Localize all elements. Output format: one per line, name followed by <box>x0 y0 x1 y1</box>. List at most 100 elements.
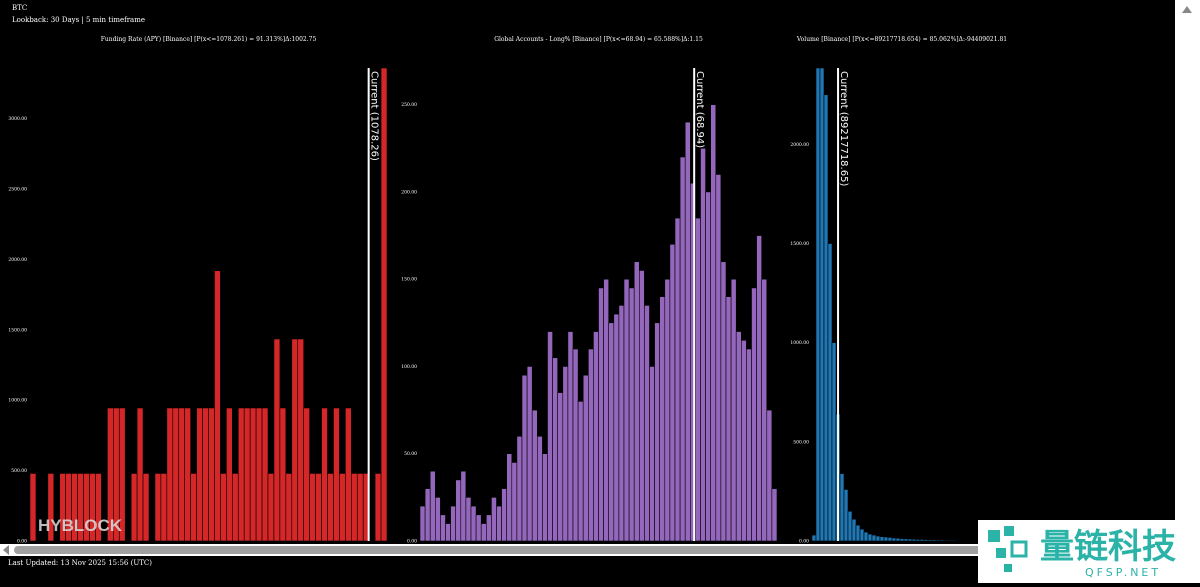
bar <box>512 462 517 541</box>
bar <box>197 408 203 541</box>
bar <box>860 529 864 541</box>
y-tick-label: 1500.00 <box>8 327 27 333</box>
bar <box>876 536 880 541</box>
bar <box>844 489 848 541</box>
bar <box>558 393 563 541</box>
y-tick-label: 0.00 <box>407 539 417 545</box>
bar <box>507 454 512 541</box>
bar <box>563 366 568 541</box>
bar <box>185 408 191 541</box>
bar <box>502 489 507 541</box>
bar <box>304 408 310 541</box>
bar <box>772 489 777 541</box>
header-subtitle: Lookback: 30 Days | 5 min timeframe <box>12 16 145 24</box>
bar <box>964 540 968 541</box>
bar <box>588 349 593 541</box>
bar <box>167 408 173 541</box>
y-tick-label: 2500.00 <box>8 187 27 193</box>
bar <box>762 279 767 541</box>
current-label: Current (1078.26) <box>369 71 380 161</box>
bar <box>292 339 298 541</box>
bar <box>940 540 944 541</box>
bar <box>173 408 179 541</box>
bar <box>900 539 904 541</box>
bar <box>446 524 451 541</box>
bar <box>527 366 532 541</box>
y-tick-label: 200.00 <box>401 189 417 195</box>
bar <box>435 497 440 541</box>
bar <box>908 539 912 541</box>
bar <box>548 332 553 541</box>
bar <box>629 288 634 541</box>
bar <box>721 262 726 541</box>
bar <box>736 332 741 541</box>
bar <box>888 537 892 541</box>
v-scrollbar[interactable] <box>1175 0 1200 545</box>
bar <box>316 473 322 541</box>
bar <box>161 473 167 541</box>
bar <box>912 539 916 541</box>
bar <box>286 473 292 541</box>
bar <box>872 535 876 541</box>
bar <box>593 332 598 541</box>
bar <box>280 408 286 541</box>
bar <box>614 314 619 541</box>
bar <box>375 473 381 541</box>
bar <box>476 515 481 541</box>
bar <box>381 68 387 541</box>
bar <box>232 473 238 541</box>
brand-name: 量链科技 <box>1040 527 1176 567</box>
bar <box>214 271 220 541</box>
bar <box>746 349 751 541</box>
bar <box>456 480 461 541</box>
bar <box>665 279 670 541</box>
y-tick-label: 250.00 <box>401 102 417 108</box>
bar <box>604 279 609 541</box>
bar <box>848 511 852 541</box>
y-tick-label: 3000.00 <box>8 116 27 122</box>
scroll-thumb[interactable] <box>14 546 1014 554</box>
y-tick-label: 1000.00 <box>790 340 809 346</box>
bar <box>924 540 928 541</box>
bar <box>486 515 491 541</box>
bar <box>655 323 660 541</box>
bar <box>904 539 908 541</box>
y-tick-label: 1000.00 <box>8 398 27 404</box>
bar <box>238 408 244 541</box>
bar <box>812 535 816 541</box>
bar <box>203 408 209 541</box>
footer: Last Updated: 13 Nov 2025 15:56 (UTC) <box>8 559 152 567</box>
bar <box>852 519 856 541</box>
bar <box>310 473 316 541</box>
bar <box>741 340 746 541</box>
bar <box>928 540 932 541</box>
y-tick-label: 100.00 <box>401 364 417 370</box>
bar <box>451 506 456 541</box>
bar <box>256 408 262 541</box>
bar <box>522 375 527 541</box>
bar <box>639 270 644 541</box>
bar <box>491 497 496 541</box>
bar <box>816 68 820 541</box>
bar <box>634 262 639 541</box>
bar <box>599 288 604 541</box>
bar <box>542 454 547 541</box>
bar <box>339 473 345 541</box>
bar <box>155 473 161 541</box>
header-title: BTC <box>12 4 27 12</box>
bar <box>226 408 232 541</box>
y-tick-label: 50.00 <box>404 451 417 457</box>
bar <box>351 473 357 541</box>
bar <box>944 540 948 541</box>
watermark: HYBLOCK <box>38 516 123 535</box>
chart-title: Funding Rate (APY) [Binance] [P(x<=1078.… <box>101 36 317 43</box>
bar <box>660 297 665 541</box>
current-label: Current (68.94) <box>694 71 705 148</box>
bar <box>322 408 328 541</box>
bar <box>920 539 924 541</box>
chart-title: Volume [Binance] [P(x<=89217718.654) = 8… <box>796 36 1007 43</box>
bar <box>220 473 226 541</box>
bar <box>711 105 716 541</box>
bar <box>471 506 476 541</box>
bar <box>832 343 836 541</box>
